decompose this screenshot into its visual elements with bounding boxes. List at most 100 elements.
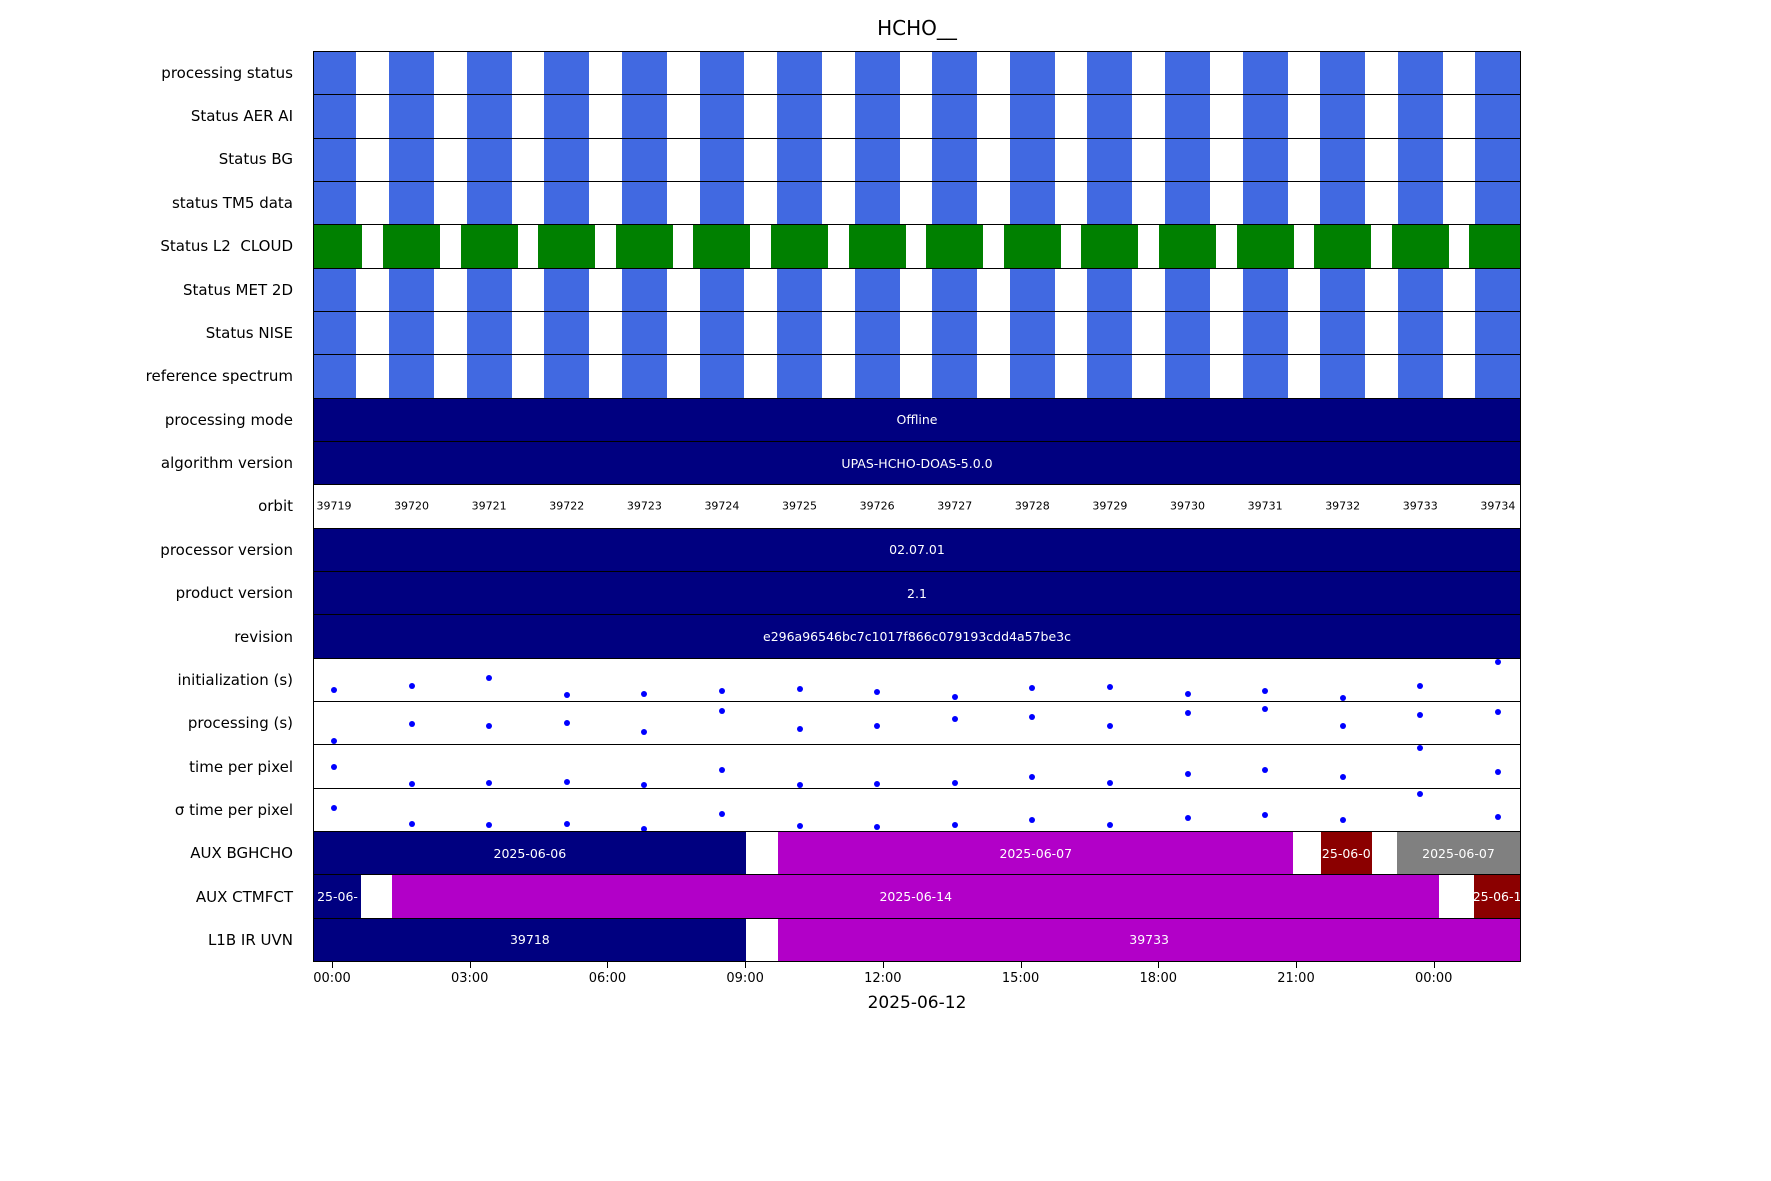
data-point	[1184, 709, 1191, 716]
chart-row-20: 39718 39733	[314, 918, 1520, 961]
blue-status-block	[1242, 268, 1288, 311]
blue-status-block	[854, 268, 900, 311]
blue-status-block	[621, 355, 667, 398]
blue-status-block	[621, 52, 667, 95]
blue-status-block	[1320, 355, 1366, 398]
data-point	[1494, 813, 1501, 820]
data-point	[1339, 773, 1346, 780]
blue-status-block	[389, 181, 434, 225]
blue-status-block	[1009, 355, 1055, 398]
chart-row-18: 2025-06-06 2025-06-07 25-06-0 2025-06-07	[314, 831, 1520, 876]
blue-status-block	[932, 268, 978, 311]
blue-status-block	[1087, 52, 1133, 95]
data-point	[408, 683, 415, 690]
blue-status-block	[1087, 355, 1133, 398]
data-point	[796, 822, 803, 829]
orbit-number: 39721	[471, 499, 507, 513]
data-point	[330, 738, 337, 745]
data-point	[563, 691, 570, 698]
data-point	[1184, 815, 1191, 822]
row-label-12: product version	[175, 584, 293, 603]
blue-status-block	[1320, 95, 1366, 138]
orbit-number: 39729	[1092, 499, 1128, 513]
blue-status-block	[389, 138, 434, 181]
blue-status-block	[699, 311, 745, 355]
value-bar: 02.07.01	[314, 528, 1520, 571]
row-label-7: reference spectrum	[145, 367, 293, 386]
blue-status-block	[621, 181, 667, 225]
blue-status-block	[1009, 268, 1055, 311]
data-point	[951, 715, 958, 722]
blue-status-block	[314, 268, 357, 311]
chart-row-16	[314, 745, 1520, 789]
row-label-8: processing mode	[164, 410, 293, 429]
blue-status-block	[1009, 311, 1055, 355]
data-point	[1417, 790, 1424, 797]
blue-status-block	[699, 355, 745, 398]
orbit-number: 39734	[1480, 499, 1516, 513]
data-point	[1417, 683, 1424, 690]
chart-row-7	[314, 355, 1520, 399]
data-point	[1262, 767, 1269, 774]
data-point	[1106, 821, 1113, 828]
data-point	[718, 688, 725, 695]
chart-row-14	[314, 658, 1520, 702]
data-point	[796, 686, 803, 693]
plot-area: Offline UPAS-HCHO-DOAS-5.0.0 39719 39720 397…	[313, 51, 1521, 962]
row-label-6: Status NISE	[205, 323, 293, 342]
blue-status-block	[777, 355, 822, 398]
data-point	[563, 719, 570, 726]
blue-status-block	[466, 181, 512, 225]
blue-status-block	[1475, 355, 1520, 398]
row-label-17: σ time per pixel	[174, 801, 293, 820]
blue-status-block	[1242, 311, 1288, 355]
blue-status-block	[1397, 355, 1443, 398]
chart-row-4	[314, 225, 1520, 269]
blue-status-block	[1165, 181, 1210, 225]
blue-status-block	[544, 355, 590, 398]
data-point	[1184, 771, 1191, 778]
blue-status-block	[1397, 138, 1443, 181]
row-label-3: status TM5 data	[171, 193, 293, 212]
x-tick-label: 03:00	[450, 971, 489, 986]
blue-status-block	[621, 311, 667, 355]
blue-status-block	[544, 95, 590, 138]
data-point	[1106, 683, 1113, 690]
x-tick	[1158, 962, 1160, 968]
blue-status-block	[1087, 138, 1133, 181]
timeline-segment: 2025-06-07	[778, 831, 1294, 875]
row-label-10: orbit	[258, 497, 293, 516]
blue-status-block	[932, 138, 978, 181]
blue-status-block	[314, 52, 357, 95]
blue-status-block	[1009, 52, 1055, 95]
blue-status-block	[1475, 268, 1520, 311]
green-status-block	[771, 225, 828, 268]
blue-status-block	[932, 52, 978, 95]
timeline-segment: 39733	[778, 918, 1520, 961]
chart-title: HCHO__	[877, 16, 957, 40]
orbit-number: 39722	[549, 499, 585, 513]
blue-status-block	[777, 95, 822, 138]
data-point	[951, 694, 958, 701]
x-tick-label: 09:00	[726, 971, 764, 986]
blue-status-block	[389, 355, 434, 398]
data-point	[486, 722, 493, 729]
blue-status-block	[1397, 181, 1443, 225]
blue-status-block	[544, 138, 590, 181]
blue-status-block	[314, 138, 357, 181]
row-label-15: processing (s)	[187, 714, 293, 733]
chart-row-3	[314, 181, 1520, 226]
green-status-block	[693, 225, 751, 268]
x-tick-label: 18:00	[1139, 971, 1177, 986]
blue-status-block	[466, 311, 512, 355]
data-point	[796, 781, 803, 788]
x-tick	[1433, 962, 1435, 968]
row-label-18: AUX BGHCHO	[190, 844, 293, 863]
data-point	[1339, 723, 1346, 730]
blue-status-block	[466, 268, 512, 311]
data-point	[951, 779, 958, 786]
blue-status-block	[544, 181, 590, 225]
x-tick	[1020, 962, 1022, 968]
value-bar: UPAS-HCHO-DOAS-5.0.0	[314, 441, 1520, 485]
